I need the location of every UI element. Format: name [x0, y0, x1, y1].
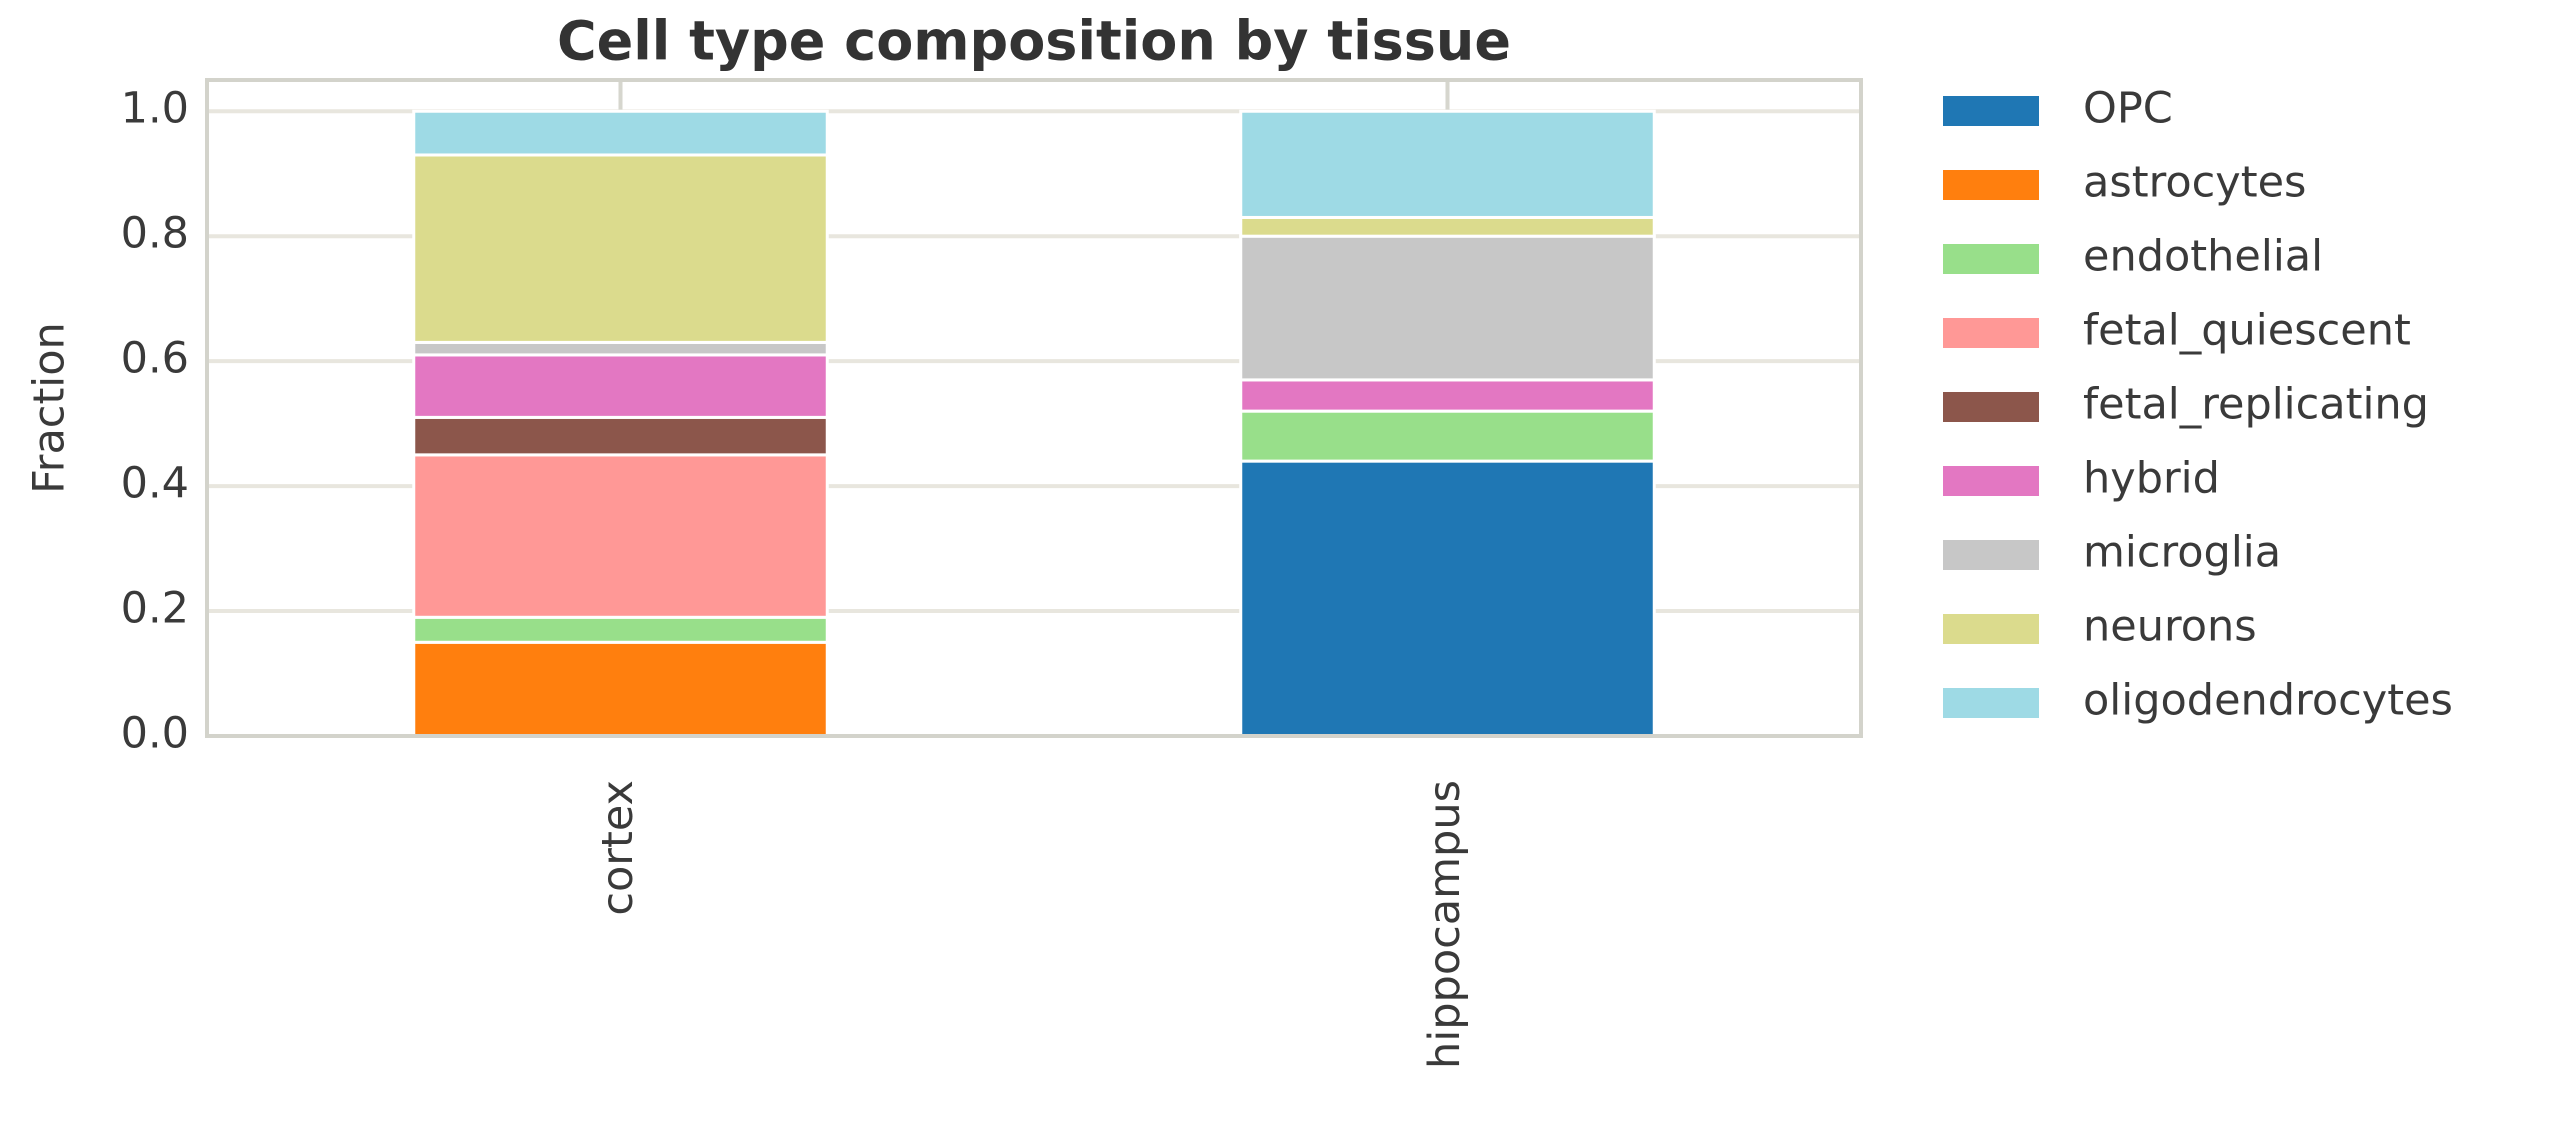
- legend-swatch: [1943, 170, 2039, 200]
- legend-swatch: [1943, 614, 2039, 644]
- y-axis-label: Fraction: [25, 322, 75, 494]
- legend-swatch: [1943, 392, 2039, 422]
- bar-segment: [412, 353, 829, 419]
- bar-segment: [1239, 234, 1656, 382]
- chart-title: Cell type composition by tissue: [557, 10, 1511, 73]
- x-tick-label: cortex: [593, 780, 643, 916]
- legend-label: neurons: [2083, 602, 2257, 652]
- legend-label: astrocytes: [2083, 158, 2306, 208]
- x-tick-label: hippocampus: [1420, 780, 1470, 1069]
- legend-label: fetal_replicating: [2083, 380, 2429, 430]
- legend-swatch: [1943, 466, 2039, 496]
- bar-segment: [412, 415, 829, 457]
- y-tick-label: 0.6: [121, 334, 189, 384]
- bar-segment: [412, 153, 829, 344]
- legend-swatch: [1943, 688, 2039, 718]
- legend-label: endothelial: [2083, 232, 2323, 282]
- legend-label: oligodendrocytes: [2083, 676, 2453, 726]
- y-tick-label: 1.0: [121, 84, 189, 134]
- legend-label: fetal_quiescent: [2083, 306, 2411, 356]
- legend-swatch: [1943, 540, 2039, 570]
- legend-swatch: [1943, 318, 2039, 348]
- plot-frame: [205, 78, 1863, 738]
- bar-segment: [412, 340, 829, 357]
- bar-segment: [412, 640, 829, 738]
- y-tick-label: 0.0: [121, 709, 189, 759]
- legend-swatch: [1943, 96, 2039, 126]
- y-tick-label: 0.2: [121, 584, 189, 634]
- bar-segment: [1239, 109, 1656, 219]
- legend-label: microglia: [2083, 528, 2281, 578]
- y-tick-label: 0.8: [121, 209, 189, 259]
- bar-segment: [412, 615, 829, 644]
- legend-swatch: [1943, 244, 2039, 274]
- bar-segment: [412, 453, 829, 619]
- bar-segment: [412, 109, 829, 157]
- bar-segment: [1239, 409, 1656, 463]
- bar-segment: [1239, 215, 1656, 238]
- bar-segment: [1239, 378, 1656, 413]
- legend-label: hybrid: [2083, 454, 2220, 504]
- bar-segment: [1239, 459, 1656, 738]
- y-tick-label: 0.4: [121, 459, 189, 509]
- legend-label: OPC: [2083, 84, 2173, 134]
